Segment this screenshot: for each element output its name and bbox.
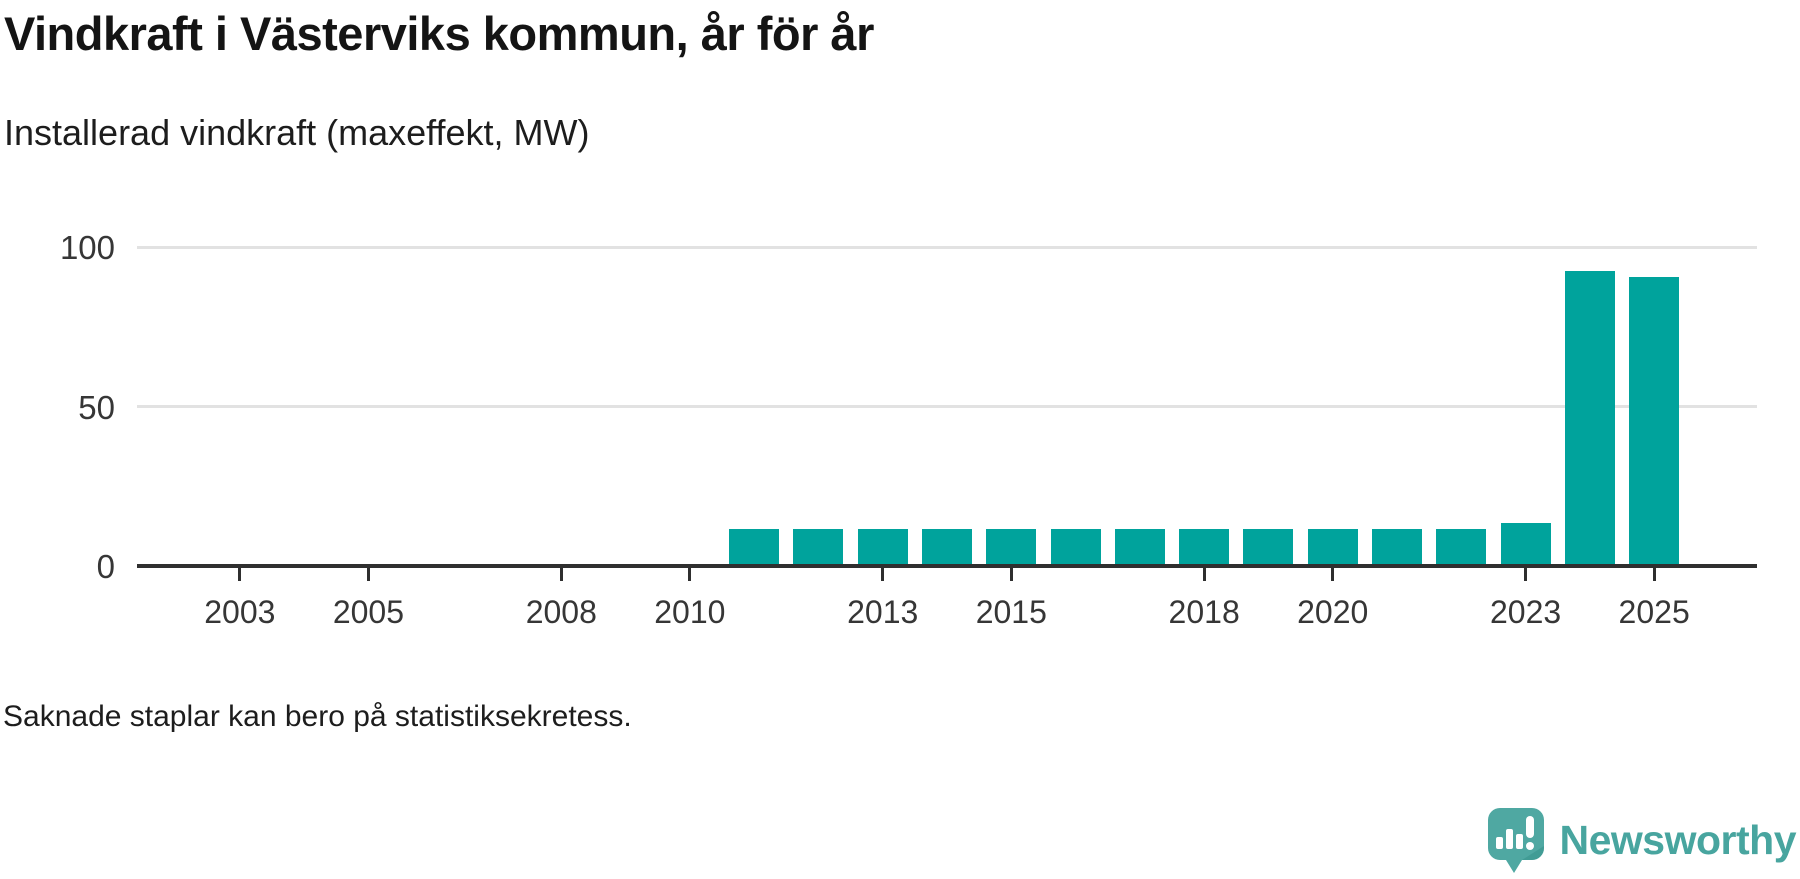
bar-2011 <box>729 528 780 564</box>
x-tick-2013 <box>881 568 885 581</box>
x-axis-tick-label: 2023 <box>1489 594 1562 630</box>
x-tick-2023 <box>1524 568 1528 581</box>
newsworthy-logo: Newsworthy <box>1486 806 1797 874</box>
bar-2023 <box>1500 522 1551 564</box>
bar-2024 <box>1564 270 1615 564</box>
bar-2013 <box>857 528 908 564</box>
plot-area: 0 50 100 2003 2005 2008 2010 2013 2015 2018 2020 20… <box>0 200 1800 660</box>
bar-2014 <box>922 528 972 564</box>
x-axis-tick-label: 2010 <box>654 594 726 630</box>
x-axis-line <box>137 564 1757 568</box>
y-axis-tick-label: 50 <box>78 388 115 426</box>
chart-title: Vindkraft i Västerviks kommun, år för år <box>4 7 874 60</box>
x-tick-2020 <box>1331 568 1335 581</box>
bar-2019 <box>1243 528 1294 564</box>
x-axis-tick-label: 2008 <box>525 594 597 630</box>
bar-2012 <box>793 528 844 564</box>
y-axis-tick-label: 100 <box>59 229 115 266</box>
bar-2021 <box>1372 528 1422 564</box>
x-axis-tick-label: 2018 <box>1168 594 1240 630</box>
x-tick-2010 <box>688 568 692 581</box>
bar-2025 <box>1629 276 1680 564</box>
x-axis-tick-label: 2020 <box>1297 594 1369 630</box>
x-tick-2018 <box>1202 568 1206 581</box>
x-tick-2003 <box>238 568 242 581</box>
y-gridline <box>137 245 1757 249</box>
newsworthy-logo-text: Newsworthy <box>1559 816 1797 863</box>
chart-subtitle: Installerad vindkraft (maxeffekt, MW) <box>4 112 590 153</box>
bar-2018 <box>1179 528 1230 564</box>
x-axis-tick-label: 2003 <box>204 594 276 630</box>
x-axis-tick-label: 2025 <box>1618 594 1690 630</box>
bar-2017 <box>1114 528 1165 564</box>
newsworthy-logo-icon <box>1486 806 1546 874</box>
x-axis-tick-label: 2005 <box>332 594 405 630</box>
footnote: Saknade staplar kan bero på statistiksek… <box>3 700 632 733</box>
y-gridline <box>137 405 1757 408</box>
bar-2015 <box>986 528 1037 564</box>
x-tick-2005 <box>366 568 370 581</box>
x-axis-tick-label: 2015 <box>975 594 1047 630</box>
bar-2016 <box>1050 528 1101 564</box>
x-tick-2015 <box>1009 568 1013 581</box>
x-tick-2008 <box>559 568 563 581</box>
bar-2020 <box>1307 528 1358 564</box>
x-axis-tick-label: 2013 <box>847 594 919 630</box>
bar-2022 <box>1436 528 1487 564</box>
x-tick-2025 <box>1652 568 1656 581</box>
y-axis-tick-label: 0 <box>96 548 115 585</box>
